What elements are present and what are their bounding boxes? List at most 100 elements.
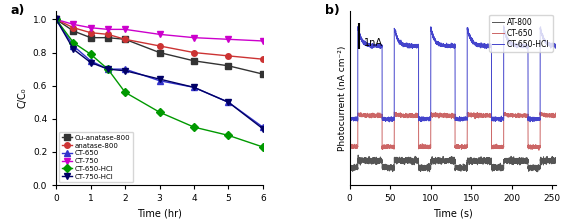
AT-800 <box>553 158 560 161</box>
CT-750-HCl <box>191 86 197 89</box>
Cu-anatase-800 <box>225 64 232 67</box>
CT-650 <box>536 149 542 152</box>
AT-800 <box>346 166 353 168</box>
CT-750 <box>260 40 266 42</box>
CT-650 <box>346 145 353 148</box>
CT-650 <box>260 126 266 128</box>
CT-650-HCl <box>500 24 507 27</box>
CT-650-HCl <box>105 68 111 70</box>
CT-750-HCl <box>225 101 232 104</box>
AT-800 <box>426 170 433 173</box>
Y-axis label: C/C₀: C/C₀ <box>17 88 27 108</box>
Text: a): a) <box>11 4 25 17</box>
CT-750 <box>225 38 232 41</box>
Text: b): b) <box>325 4 339 17</box>
CT-650 <box>87 60 94 62</box>
Line: Cu-anatase-800: Cu-anatase-800 <box>53 17 266 77</box>
CT-750 <box>156 33 163 36</box>
CT-650 <box>395 113 402 115</box>
AT-800 <box>466 160 473 163</box>
CT-650-HCl <box>225 134 232 137</box>
anatase-800 <box>191 51 197 54</box>
anatase-800 <box>260 58 266 60</box>
CT-650 <box>537 111 543 113</box>
anatase-800 <box>87 31 94 34</box>
CT-650 <box>457 146 464 148</box>
CT-650 <box>53 18 60 21</box>
CT-650 <box>122 68 129 70</box>
Cu-anatase-800 <box>122 38 129 41</box>
CT-650 <box>70 45 77 47</box>
X-axis label: Time (s): Time (s) <box>433 209 473 219</box>
CT-650 <box>431 114 438 116</box>
CT-650-HCl <box>156 111 163 114</box>
CT-750 <box>105 28 111 31</box>
Line: CT-650-HCl: CT-650-HCl <box>350 26 556 122</box>
CT-750-HCl <box>53 18 60 21</box>
Line: anatase-800: anatase-800 <box>53 17 266 62</box>
X-axis label: Time (hr): Time (hr) <box>137 209 182 219</box>
CT-650-HCl <box>191 126 197 128</box>
CT-650 <box>156 79 163 82</box>
CT-650-HCl <box>495 118 501 121</box>
Line: CT-650: CT-650 <box>350 112 556 150</box>
CT-650-HCl <box>346 117 353 120</box>
Cu-anatase-800 <box>53 18 60 21</box>
Y-axis label: Photocurrent (nA cm⁻²): Photocurrent (nA cm⁻²) <box>338 45 347 151</box>
AT-800 <box>495 166 501 169</box>
Line: CT-750-HCl: CT-750-HCl <box>53 17 266 132</box>
Cu-anatase-800 <box>70 30 77 32</box>
CT-650-HCl <box>386 121 393 123</box>
anatase-800 <box>156 45 163 47</box>
CT-750 <box>70 23 77 26</box>
Line: CT-650: CT-650 <box>53 17 266 130</box>
CT-650-HCl <box>431 38 438 41</box>
Cu-anatase-800 <box>87 36 94 39</box>
CT-650 <box>191 86 197 89</box>
anatase-800 <box>105 33 111 36</box>
CT-650-HCl <box>466 35 473 38</box>
Cu-anatase-800 <box>105 36 111 39</box>
CT-650 <box>466 113 473 116</box>
CT-650-HCl <box>523 44 530 47</box>
CT-750-HCl <box>70 48 77 51</box>
CT-750-HCl <box>122 69 129 72</box>
AT-800 <box>355 154 361 156</box>
AT-800 <box>396 160 402 163</box>
CT-650 <box>523 114 530 117</box>
anatase-800 <box>122 38 129 41</box>
CT-750-HCl <box>260 127 266 130</box>
anatase-800 <box>53 18 60 21</box>
CT-650-HCl <box>87 53 94 56</box>
anatase-800 <box>225 55 232 57</box>
CT-650-HCl <box>53 18 60 21</box>
CT-650-HCl <box>70 41 77 44</box>
CT-650-HCl <box>122 91 129 94</box>
Line: CT-750: CT-750 <box>53 17 266 44</box>
AT-800 <box>457 165 464 167</box>
Cu-anatase-800 <box>156 51 163 54</box>
CT-750 <box>53 18 60 21</box>
CT-650-HCl <box>396 39 402 42</box>
CT-750 <box>87 26 94 29</box>
CT-650 <box>105 68 111 70</box>
Line: AT-800: AT-800 <box>350 155 556 172</box>
CT-750-HCl <box>87 61 94 64</box>
CT-650 <box>495 146 501 149</box>
Cu-anatase-800 <box>191 60 197 62</box>
Legend: AT-800, CT-650, CT-650-HCl: AT-800, CT-650, CT-650-HCl <box>490 15 552 52</box>
AT-800 <box>523 162 530 165</box>
Cu-anatase-800 <box>260 73 266 75</box>
anatase-800 <box>70 26 77 29</box>
Text: 1nA: 1nA <box>364 38 383 48</box>
CT-750-HCl <box>105 68 111 70</box>
AT-800 <box>432 161 438 164</box>
Line: CT-650-HCl: CT-650-HCl <box>53 17 266 150</box>
CT-650-HCl <box>553 44 560 47</box>
CT-750 <box>191 36 197 39</box>
CT-650 <box>225 101 232 104</box>
CT-750 <box>122 28 129 31</box>
CT-650-HCl <box>260 146 266 148</box>
CT-750-HCl <box>156 78 163 81</box>
CT-650 <box>553 114 560 117</box>
